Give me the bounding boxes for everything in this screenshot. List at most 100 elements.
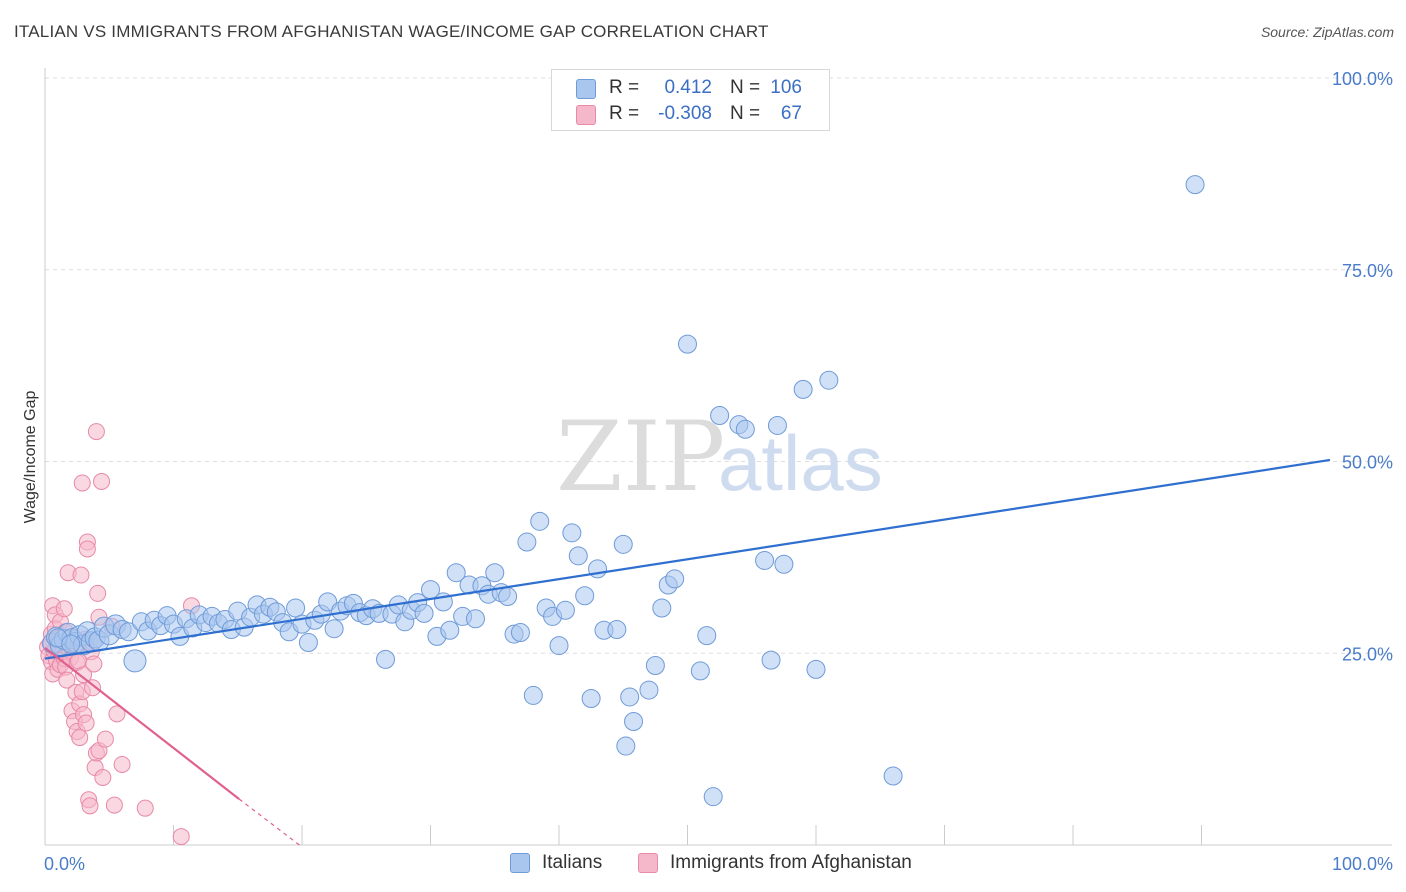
grid-lines [45, 77, 1392, 654]
afghan-point [96, 730, 114, 748]
italians-point [523, 685, 543, 705]
italians-point [485, 563, 505, 583]
italians-point [324, 619, 344, 639]
legend-row-afghan: R = -0.308 N = 67 [552, 102, 829, 128]
x-tick-label: 0.0% [44, 854, 85, 874]
italians-point [446, 563, 466, 583]
afghan-point [172, 828, 190, 846]
afghan-trend-line [44, 647, 240, 800]
italians-point [414, 603, 434, 623]
italians-point [819, 370, 839, 390]
italians-legend-label: Italians [542, 852, 603, 873]
afghan-point [75, 666, 93, 684]
italians-point [440, 620, 460, 640]
legend-r-label: R = [609, 103, 640, 124]
y-tick-label: 75.0% [1342, 261, 1393, 281]
italians-trend-line [44, 458, 1331, 660]
italians-point [624, 712, 644, 732]
italians-point [690, 661, 710, 681]
italians-point [568, 546, 588, 566]
tick-labels: 25.0% 50.0% 75.0% 100.0% 0.0% 100.0% [44, 69, 1393, 874]
afghan-point [136, 799, 154, 817]
afghan-point [105, 796, 123, 814]
italians-point [710, 405, 730, 425]
italians-point [703, 787, 723, 807]
italians-point [774, 554, 794, 574]
legend-n-value-afghan: 67 [780, 103, 802, 124]
italians-point [549, 636, 569, 656]
italians-point [61, 634, 81, 654]
legend-n-label: N = [730, 103, 761, 124]
afghan-point [94, 769, 112, 787]
legend-r-value-afghan: -0.308 [658, 103, 712, 124]
italians-point [665, 569, 685, 589]
italians-point [755, 550, 775, 570]
afghan-point [93, 472, 111, 490]
italians-point [793, 379, 813, 399]
afghan-point [58, 671, 76, 689]
italians-point [465, 609, 485, 629]
italians-point [761, 650, 781, 670]
italians-point [555, 600, 575, 620]
italians-point [767, 415, 787, 435]
legend-r-value-italians: 0.412 [664, 77, 712, 98]
afghan-point [84, 679, 102, 697]
watermark: ZIP atlas [556, 401, 883, 513]
italians-point [298, 633, 318, 653]
italians-point [530, 511, 550, 531]
watermark-zip: ZIP [556, 401, 725, 513]
italians-point [562, 523, 582, 543]
legend-row-italians: R = 0.412 N = 106 [552, 76, 829, 102]
italians-point [517, 532, 537, 552]
afghan-point [71, 729, 89, 747]
afghan-point [72, 566, 90, 584]
source-label: Source: ZipAtlas.com [1260, 24, 1394, 40]
italians-point [639, 680, 659, 700]
y-axis-label: Wage/Income Gap [22, 391, 39, 524]
italians-point [286, 598, 306, 618]
italians-point [652, 598, 672, 618]
italians-point [510, 623, 530, 643]
italians-point [620, 687, 640, 707]
italians-point [697, 626, 717, 646]
italians-point [376, 649, 396, 669]
italians-point [735, 419, 755, 439]
italians-point [613, 534, 633, 554]
afghan-point [55, 600, 73, 618]
legend-r-label: R = [609, 77, 640, 98]
afghan-point [85, 655, 103, 673]
italians-point [498, 586, 518, 606]
afghan-point [89, 584, 107, 602]
legend-n-value-italians: 106 [770, 77, 802, 98]
italians-point [806, 659, 826, 679]
afghan-point [77, 714, 95, 732]
afghan-point [108, 705, 126, 723]
afghan-point [87, 423, 105, 441]
italians-point [581, 689, 601, 709]
y-tick-label: 50.0% [1342, 453, 1393, 473]
afghan-trend-extension [238, 798, 300, 846]
italians-point [575, 586, 595, 606]
afghan-legend-swatch [638, 853, 658, 873]
afghan-legend-label: Immigrants from Afghanistan [670, 852, 912, 873]
axes [44, 68, 1392, 846]
italians-point [616, 736, 636, 756]
italians-point [645, 656, 665, 676]
afghan-point [78, 540, 96, 558]
italians-swatch [576, 79, 596, 99]
y-tick-label: 25.0% [1342, 644, 1393, 664]
afghan-point [73, 474, 91, 492]
italians-point [678, 334, 697, 354]
chart-title: ITALIAN VS IMMIGRANTS FROM AFGHANISTAN W… [14, 22, 769, 41]
legend-n-label: N = [730, 77, 761, 98]
italians-point [883, 766, 903, 786]
italians-point [123, 649, 147, 673]
x-tick-label: 100.0% [1332, 854, 1393, 874]
italians-point [318, 592, 338, 612]
afghan-swatch [576, 105, 596, 125]
y-tick-label: 100.0% [1332, 69, 1393, 89]
afghan-point [81, 797, 99, 815]
afghan-point [113, 755, 131, 773]
italians-legend-swatch [510, 853, 530, 873]
